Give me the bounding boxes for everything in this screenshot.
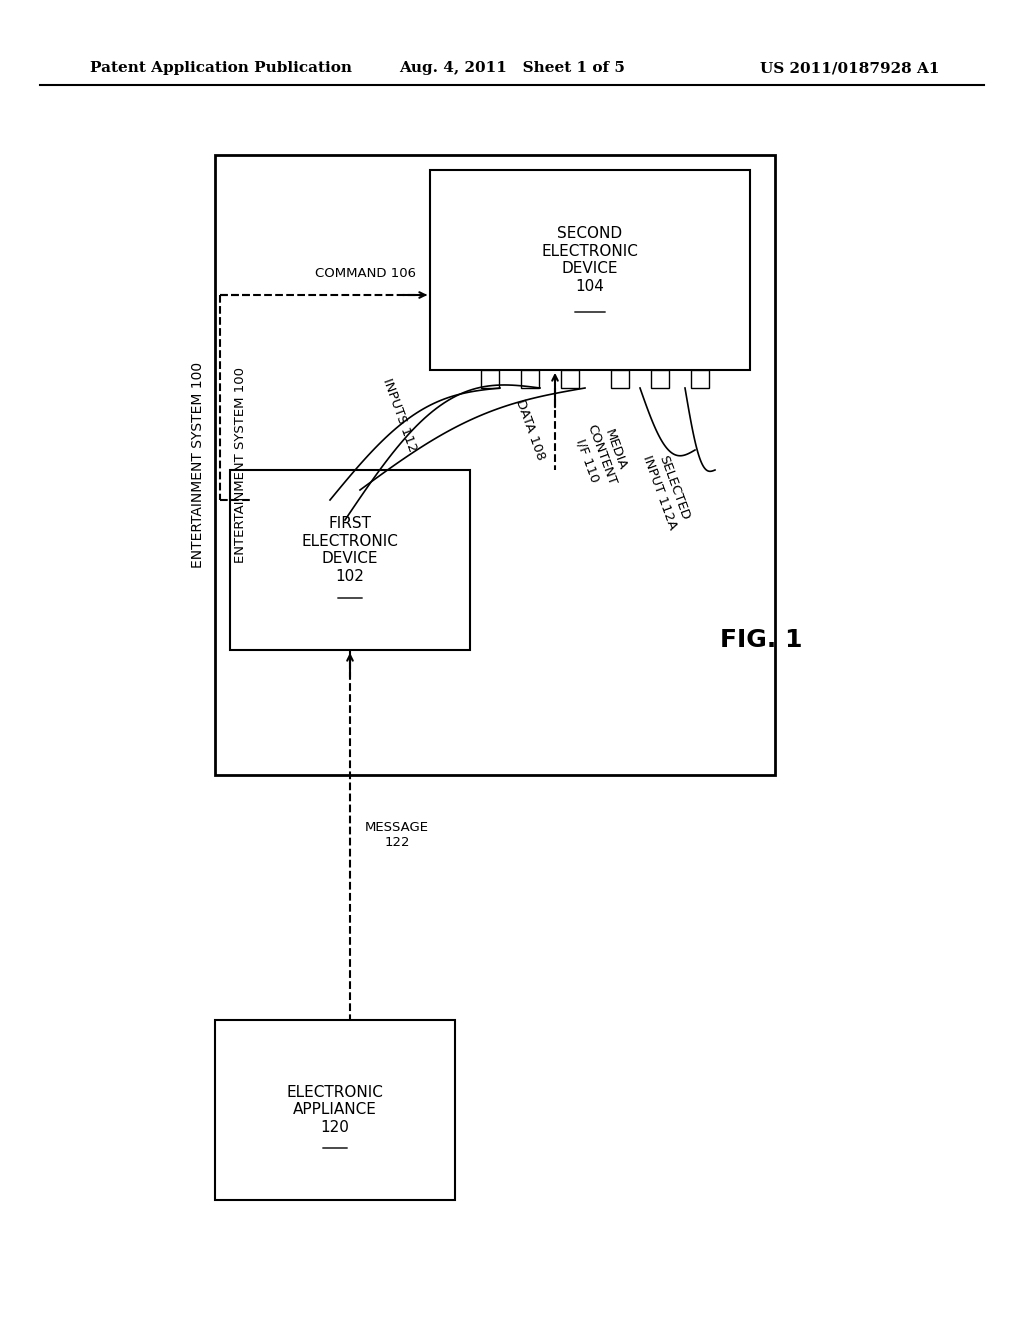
FancyBboxPatch shape xyxy=(215,154,775,775)
FancyBboxPatch shape xyxy=(611,370,629,388)
Text: ENTERTAINMENT SYSTEM 100: ENTERTAINMENT SYSTEM 100 xyxy=(191,362,205,568)
Text: ENTERTAINMENT SYSTEM 100: ENTERTAINMENT SYSTEM 100 xyxy=(233,367,247,564)
Text: COMMAND 106: COMMAND 106 xyxy=(315,267,416,280)
FancyBboxPatch shape xyxy=(651,370,669,388)
Text: Aug. 4, 2011   Sheet 1 of 5: Aug. 4, 2011 Sheet 1 of 5 xyxy=(399,61,625,75)
Text: US 2011/0187928 A1: US 2011/0187928 A1 xyxy=(761,61,940,75)
FancyBboxPatch shape xyxy=(691,370,709,388)
FancyBboxPatch shape xyxy=(561,370,579,388)
Text: SELECTED
INPUT 112A: SELECTED INPUT 112A xyxy=(640,449,693,532)
Text: MEDIA
CONTENT
I/F 110: MEDIA CONTENT I/F 110 xyxy=(570,417,632,492)
Text: Patent Application Publication: Patent Application Publication xyxy=(90,61,352,75)
Text: FIG. 1: FIG. 1 xyxy=(720,628,803,652)
FancyBboxPatch shape xyxy=(481,370,499,388)
Text: ELECTRONIC
APPLIANCE
120: ELECTRONIC APPLIANCE 120 xyxy=(287,1085,383,1135)
Text: SECOND
ELECTRONIC
DEVICE
104: SECOND ELECTRONIC DEVICE 104 xyxy=(542,227,638,293)
FancyBboxPatch shape xyxy=(430,170,750,370)
Text: FIRST
ELECTRONIC
DEVICE
102: FIRST ELECTRONIC DEVICE 102 xyxy=(301,516,398,583)
FancyBboxPatch shape xyxy=(521,370,539,388)
Text: DATA 108: DATA 108 xyxy=(513,397,547,462)
FancyBboxPatch shape xyxy=(215,1020,455,1200)
Text: MESSAGE
122: MESSAGE 122 xyxy=(365,821,429,849)
Text: INPUTS 112: INPUTS 112 xyxy=(380,376,419,454)
FancyBboxPatch shape xyxy=(230,470,470,649)
